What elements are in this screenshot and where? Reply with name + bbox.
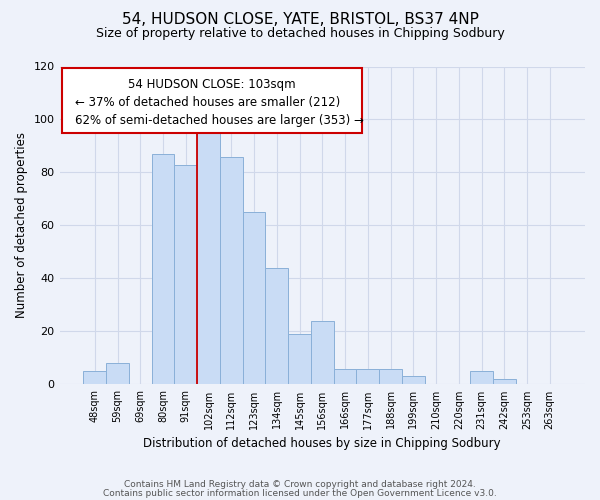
Bar xyxy=(152,154,175,384)
Y-axis label: Number of detached properties: Number of detached properties xyxy=(15,132,28,318)
Bar xyxy=(311,321,334,384)
Bar xyxy=(220,156,242,384)
Bar xyxy=(379,368,402,384)
Bar xyxy=(402,376,425,384)
Bar xyxy=(493,379,515,384)
Bar xyxy=(334,368,356,384)
FancyBboxPatch shape xyxy=(62,68,362,134)
Text: ← 37% of detached houses are smaller (212): ← 37% of detached houses are smaller (21… xyxy=(76,96,341,108)
Bar xyxy=(83,371,106,384)
Bar xyxy=(175,164,197,384)
Bar xyxy=(356,368,379,384)
Text: 54 HUDSON CLOSE: 103sqm: 54 HUDSON CLOSE: 103sqm xyxy=(128,78,296,90)
Bar xyxy=(242,212,265,384)
Bar xyxy=(197,122,220,384)
Bar xyxy=(470,371,493,384)
Text: Contains public sector information licensed under the Open Government Licence v3: Contains public sector information licen… xyxy=(103,490,497,498)
X-axis label: Distribution of detached houses by size in Chipping Sodbury: Distribution of detached houses by size … xyxy=(143,437,501,450)
Text: Contains HM Land Registry data © Crown copyright and database right 2024.: Contains HM Land Registry data © Crown c… xyxy=(124,480,476,489)
Bar xyxy=(106,363,129,384)
Text: 54, HUDSON CLOSE, YATE, BRISTOL, BS37 4NP: 54, HUDSON CLOSE, YATE, BRISTOL, BS37 4N… xyxy=(122,12,478,28)
Text: 62% of semi-detached houses are larger (353) →: 62% of semi-detached houses are larger (… xyxy=(76,114,364,127)
Bar xyxy=(265,268,288,384)
Text: Size of property relative to detached houses in Chipping Sodbury: Size of property relative to detached ho… xyxy=(95,28,505,40)
Bar xyxy=(288,334,311,384)
